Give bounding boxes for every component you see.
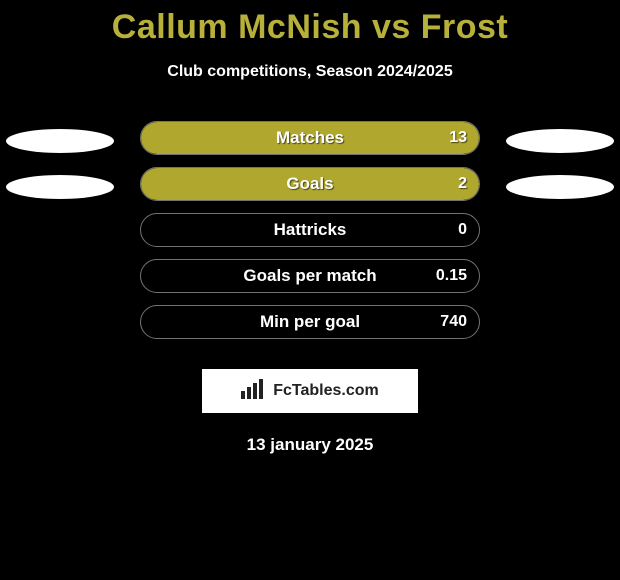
subtitle: Club competitions, Season 2024/2025 [0, 63, 620, 81]
stat-label: Goals [141, 168, 479, 200]
stat-row: Goals2 [0, 163, 620, 209]
stat-bar: Goals2 [140, 167, 480, 201]
stat-value: 0.15 [436, 260, 467, 292]
comparison-card: Callum McNish vs Frost Club competitions… [0, 0, 620, 580]
player-left-oval [6, 175, 114, 199]
stat-row: Goals per match0.15 [0, 255, 620, 301]
stat-bar: Matches13 [140, 121, 480, 155]
stat-bar: Hattricks0 [140, 213, 480, 247]
date-text: 13 january 2025 [0, 435, 620, 455]
stat-label: Min per goal [141, 306, 479, 338]
bar-chart-icon [241, 379, 267, 404]
player-left-oval [6, 129, 114, 153]
stat-rows: Matches13 Goals2 Hattricks0 Goals per match… [0, 117, 620, 347]
stat-value: 0 [458, 214, 467, 246]
player-right-oval [506, 129, 614, 153]
stat-value: 740 [440, 306, 467, 338]
stat-row: Hattricks0 [0, 209, 620, 255]
player-right-oval [506, 175, 614, 199]
stat-row: Matches13 [0, 117, 620, 163]
stat-label: Goals per match [141, 260, 479, 292]
page-title: Callum McNish vs Frost [0, 0, 620, 47]
stat-bar: Min per goal740 [140, 305, 480, 339]
stat-label: Hattricks [141, 214, 479, 246]
stat-value: 2 [458, 168, 467, 200]
stat-bar: Goals per match0.15 [140, 259, 480, 293]
stat-value: 13 [449, 122, 467, 154]
stat-row: Min per goal740 [0, 301, 620, 347]
brand-text: FcTables.com [273, 382, 379, 400]
brand-box: FcTables.com [202, 369, 418, 413]
stat-label: Matches [141, 122, 479, 154]
